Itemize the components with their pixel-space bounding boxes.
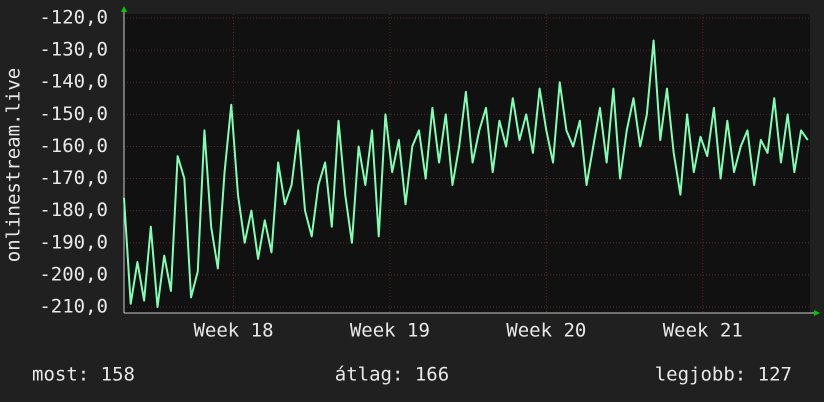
y-axis-label: onlinestream.live bbox=[3, 68, 25, 262]
y-tick-label: -150,0 bbox=[39, 103, 108, 125]
y-tick-label: -170,0 bbox=[39, 167, 108, 189]
x-axis-arrow bbox=[814, 310, 820, 316]
y-axis-arrow bbox=[121, 6, 127, 12]
plot-area bbox=[124, 14, 810, 313]
y-tick-label: -180,0 bbox=[39, 199, 108, 221]
x-tick-label: Week 21 bbox=[663, 320, 743, 342]
footer-average: átlag: 166 bbox=[335, 364, 449, 386]
x-tick-label: Week 20 bbox=[506, 320, 586, 342]
x-tick-label: Week 19 bbox=[350, 320, 430, 342]
y-tick-label: -160,0 bbox=[39, 135, 108, 157]
y-tick-label: -130,0 bbox=[39, 39, 108, 61]
x-tick-label: Week 18 bbox=[193, 320, 273, 342]
y-tick-label: -120,0 bbox=[39, 7, 108, 29]
y-tick-label: -210,0 bbox=[39, 296, 108, 318]
footer-current: most: 158 bbox=[32, 364, 135, 386]
data-line bbox=[123, 39, 809, 308]
y-tick-label: -140,0 bbox=[39, 71, 108, 93]
y-tick-label: -200,0 bbox=[39, 263, 108, 285]
y-tick-label: -190,0 bbox=[39, 231, 108, 253]
footer-best: legjobb: 127 bbox=[655, 364, 792, 386]
